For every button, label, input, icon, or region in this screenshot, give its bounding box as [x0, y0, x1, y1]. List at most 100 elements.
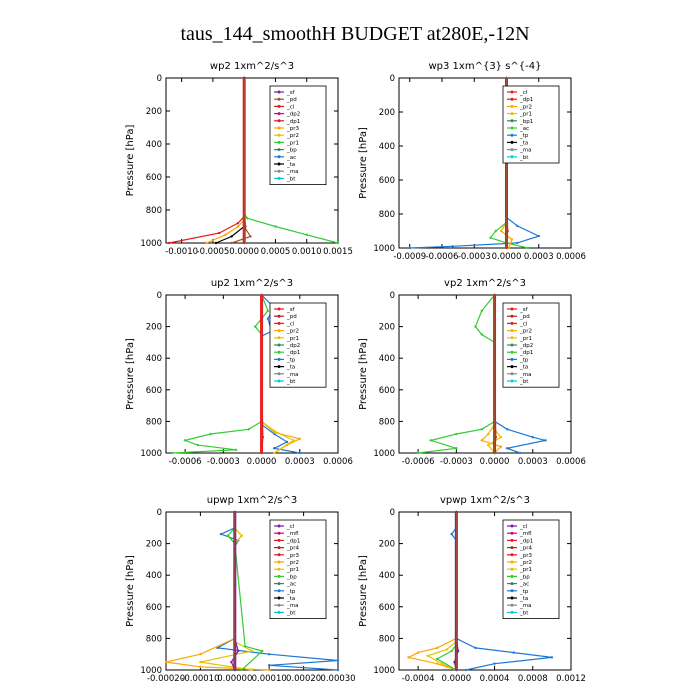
data-point [499, 229, 503, 233]
series-line [426, 512, 457, 671]
x-tick-label: -0.0006 [169, 457, 202, 467]
data-point [474, 325, 477, 328]
x-tick-label: -0.0006 [402, 457, 435, 467]
legend-marker [277, 365, 281, 369]
data-point [230, 235, 233, 238]
data-point [499, 445, 503, 448]
data-point [336, 241, 340, 245]
legend-marker [277, 155, 281, 159]
data-point [292, 439, 295, 442]
data-point [205, 241, 208, 245]
data-point [510, 238, 514, 241]
y-tick-label: 800 [146, 417, 162, 427]
series-line [450, 512, 552, 671]
x-tick-label: -0.0009 [393, 252, 426, 262]
legend-marker [510, 97, 514, 101]
legend-label: _bt [286, 379, 296, 385]
data-point [171, 451, 174, 455]
y-axis-label: Pressure [hPa] [358, 127, 369, 199]
plot-frame [398, 294, 572, 454]
y-tick-label: 1000 [373, 449, 395, 459]
y-tick-label: 400 [146, 571, 162, 581]
data-point [526, 246, 530, 250]
legend-marker [510, 329, 514, 333]
legend-label: _pr3 [519, 553, 533, 559]
legend-label: _bp [286, 148, 297, 154]
legend-label: _ac [286, 582, 296, 588]
data-point [268, 664, 271, 667]
legend-label: _bt [519, 610, 529, 616]
legend-label: _mfl [286, 531, 299, 537]
data-point [451, 245, 454, 248]
data-point [234, 448, 238, 452]
data-point [236, 222, 240, 225]
legend-marker [277, 560, 281, 564]
data-point [486, 443, 490, 447]
legend-marker [277, 357, 281, 361]
legend-marker [510, 140, 514, 144]
data-point [512, 651, 515, 654]
y-tick-label: 0 [157, 74, 162, 84]
x-tick-label: 0.00010 [252, 674, 287, 684]
legend-label: _dp1 [519, 538, 533, 544]
legend-label: _ta [286, 596, 295, 602]
y-tick-label: 800 [146, 206, 162, 216]
legend-label: _sf [519, 307, 529, 313]
y-tick-label: 600 [379, 176, 395, 186]
data-point [537, 234, 540, 238]
y-tick-label: 1000 [373, 244, 395, 254]
data-point [494, 229, 497, 233]
series-line [418, 294, 496, 454]
series-line [480, 295, 503, 454]
series-line [215, 78, 245, 244]
data-point [164, 660, 168, 664]
x-tick-label: 0.0003 [524, 252, 554, 262]
y-axis-label: Pressure [hPa] [358, 338, 369, 410]
legend-marker [510, 610, 514, 614]
legend-label: _ma [286, 603, 298, 609]
y-axis-label: Pressure [hPa] [125, 555, 136, 627]
legend-marker [510, 603, 514, 607]
data-point [196, 443, 200, 447]
data-point [250, 668, 254, 672]
x-tick-label: -0.0004 [402, 674, 435, 684]
legend-marker [510, 365, 514, 369]
y-tick-label: 200 [146, 540, 162, 550]
legend-label: _ta [519, 365, 528, 371]
panel-title: vpwp 1xm^2/s^3 [440, 495, 530, 506]
y-tick-label: 600 [146, 173, 162, 183]
legend-label: _ta [286, 365, 295, 371]
y-tick-label: 400 [146, 140, 162, 150]
legend-marker [277, 372, 281, 376]
y-tick-label: 200 [146, 107, 162, 117]
legend-marker [510, 357, 514, 361]
legend-label: _sf [286, 307, 296, 313]
panel-title: up2 1xm^2/s^3 [211, 278, 293, 289]
legend-marker [277, 169, 281, 173]
legend-label: _pr1 [519, 567, 532, 573]
x-tick-label: 0.00030 [320, 674, 355, 684]
y-tick-label: 400 [146, 354, 162, 364]
legend-marker [277, 546, 281, 550]
x-tick-label: 0.0010 [292, 247, 322, 257]
legend-label: _pr2 [519, 560, 532, 566]
legend-label: _ac [519, 582, 529, 588]
legend-marker [510, 133, 514, 137]
legend-label: _dp2 [286, 112, 300, 118]
y-tick-label: 400 [379, 354, 395, 364]
y-tick-label: 800 [379, 634, 395, 644]
legend-marker [277, 140, 281, 144]
legend-marker [510, 546, 514, 550]
legend-marker [510, 553, 514, 557]
legend-marker [277, 321, 281, 325]
x-tick-label: 0.0006 [556, 252, 586, 262]
data-point [493, 662, 496, 665]
y-tick-label: 600 [379, 603, 395, 613]
x-tick-label: 0.0012 [556, 674, 586, 684]
legend-label: _ac [286, 155, 296, 161]
data-point [480, 439, 484, 442]
legend-marker [277, 343, 281, 347]
data-point [236, 225, 240, 228]
data-point [268, 653, 271, 656]
data-point [199, 665, 202, 669]
